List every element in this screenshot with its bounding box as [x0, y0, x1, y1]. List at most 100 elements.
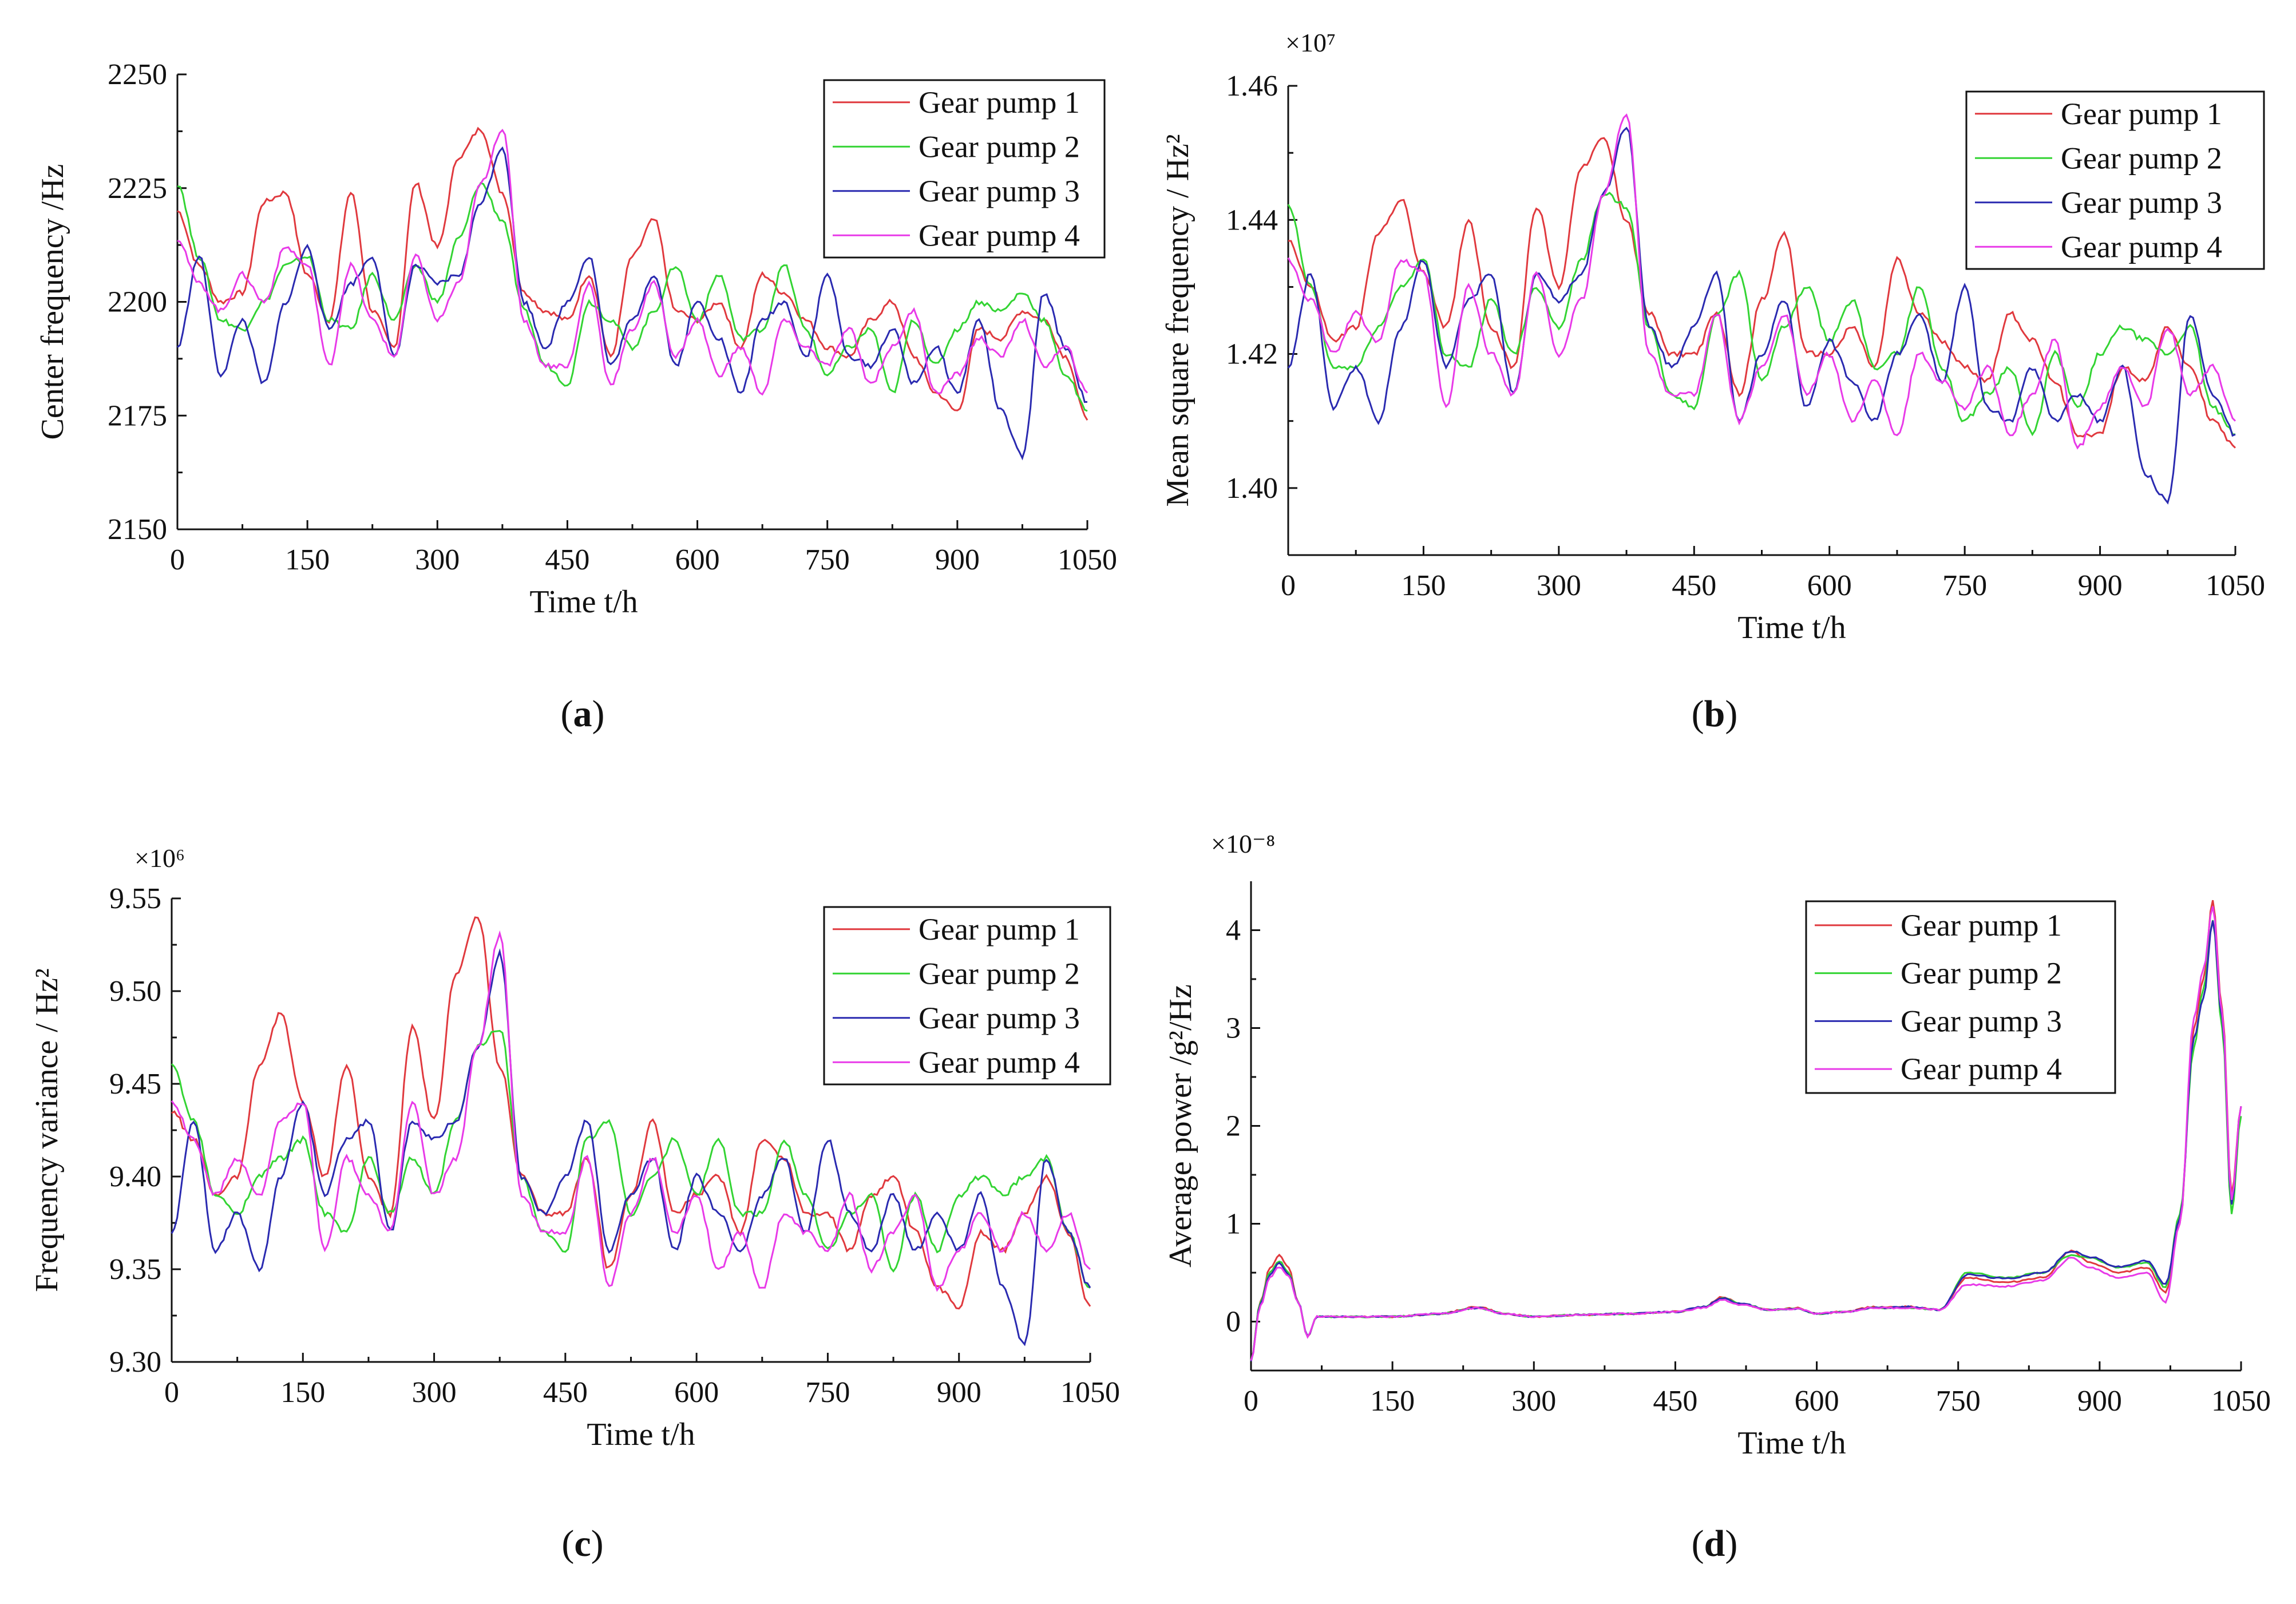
y-tick-label: 1.44 — [1226, 204, 1278, 236]
x-tick-label: 1050 — [1060, 1376, 1120, 1409]
y-tick-label: 9.30 — [109, 1346, 161, 1379]
legend-label: Gear pump 1 — [919, 85, 1080, 120]
x-axis-label: Time t/h — [587, 1417, 695, 1452]
series-line-gear-pump-4 — [1250, 906, 2242, 1361]
x-tick-label: 900 — [937, 1376, 981, 1409]
legend-label: Gear pump 3 — [2061, 185, 2222, 220]
x-tick-label: 750 — [1936, 1385, 1981, 1417]
legend-label: Gear pump 1 — [919, 912, 1080, 946]
chart-d: 0 150 300 450 600 750 900 1050 0 1 2 3 4 Time t/h Aver… — [1163, 829, 2271, 1461]
x-tick-label: 300 — [415, 544, 460, 576]
y-tick-label: 9.40 — [109, 1161, 161, 1193]
x-axis-label: Time t/h — [1737, 610, 1846, 645]
y-tick-label: 3 — [1226, 1012, 1241, 1045]
axis-multiplier: ×10⁻⁸ — [1211, 829, 1275, 858]
y-tick-label: 4 — [1226, 914, 1241, 947]
x-tick-label: 0 — [170, 544, 185, 576]
x-tick-label: 600 — [1795, 1385, 1839, 1417]
series-line-gear-pump-1 — [1288, 137, 2236, 449]
x-tick-label: 1050 — [1058, 544, 1117, 576]
series-line-gear-pump-3 — [177, 146, 1088, 461]
legend-label: Gear pump 4 — [2061, 229, 2222, 264]
x-tick-label: 300 — [1537, 569, 1581, 602]
x-tick-label: 0 — [1244, 1385, 1258, 1417]
y-tick-label: 9.35 — [109, 1253, 161, 1286]
y-tick-label: 2225 — [108, 172, 167, 205]
x-tick-label: 0 — [164, 1376, 179, 1409]
legend-label: Gear pump 2 — [1901, 956, 2062, 991]
caption-d: (d) — [1691, 1523, 1738, 1565]
x-tick-label: 150 — [285, 544, 330, 576]
chart-panel-c: 0 150 300 450 600 750 900 1050 9.30 9.35 9.40 9.45 9… — [0, 801, 1148, 1601]
y-tick-label: 2 — [1226, 1110, 1241, 1143]
series-line-gear-pump-4 — [1287, 113, 2236, 450]
x-tick-label: 750 — [805, 1376, 850, 1409]
caption-c: (c) — [561, 1523, 604, 1565]
y-tick-label: 2200 — [108, 286, 167, 319]
chart-panel-b: 0 150 300 450 600 750 900 1050 1.40 1.42 1.44 1.46 T… — [1148, 0, 2296, 801]
y-tick-label: 1 — [1226, 1208, 1241, 1241]
x-tick-label: 900 — [2077, 1385, 2122, 1417]
series-group — [171, 916, 1091, 1346]
legend-label: Gear pump 1 — [2061, 97, 2222, 131]
x-tick-label: 150 — [1401, 569, 1446, 602]
caption-a: (a) — [560, 693, 605, 735]
y-tick-label: 9.50 — [109, 975, 161, 1008]
series-line-gear-pump-1 — [177, 126, 1088, 421]
y-tick-label: 2250 — [108, 58, 167, 91]
legend-label: Gear pump 4 — [1901, 1052, 2062, 1086]
y-axis-label: Center frequency /Hz — [35, 164, 70, 440]
y-tick-label: 2175 — [108, 399, 167, 432]
legend-label: Gear pump 3 — [919, 174, 1080, 208]
chart-panel-d: 0 150 300 450 600 750 900 1050 0 1 2 3 4 Time t/h Aver… — [1148, 801, 2296, 1601]
x-tick-label: 0 — [1281, 569, 1296, 602]
y-tick-label: 1.46 — [1226, 70, 1278, 102]
x-tick-label: 450 — [543, 1376, 588, 1409]
series-line-gear-pump-3 — [1287, 126, 2236, 505]
y-tick-label: 9.45 — [109, 1068, 161, 1100]
y-tick-label: 2150 — [108, 513, 167, 546]
legend-box — [823, 79, 1106, 259]
x-tick-label: 1050 — [2211, 1385, 2271, 1417]
series-line-gear-pump-4 — [171, 930, 1091, 1292]
y-tick-label: 9.55 — [109, 882, 161, 915]
x-tick-label: 450 — [545, 544, 589, 576]
y-axis-label: Mean square frequency / Hz² — [1160, 134, 1195, 506]
chart-c: 0 150 300 450 600 750 900 1050 9.30 9.35 9.40 9.45 9… — [29, 843, 1120, 1452]
series-line-gear-pump-4 — [177, 128, 1088, 396]
legend-box — [823, 906, 1111, 1086]
x-tick-label: 300 — [1511, 1385, 1556, 1417]
series-line-gear-pump-3 — [171, 948, 1091, 1346]
x-tick-label: 1050 — [2206, 569, 2265, 602]
legend-label: Gear pump 4 — [919, 1045, 1080, 1079]
series-line-gear-pump-2 — [1287, 192, 2236, 437]
legend-label: Gear pump 2 — [919, 129, 1080, 164]
y-axis-label: Frequency variance / Hz² — [29, 968, 65, 1292]
x-tick-label: 600 — [1807, 569, 1852, 602]
legend-label: Gear pump 3 — [1901, 1004, 2062, 1038]
legend-label: Gear pump 1 — [1901, 908, 2062, 942]
x-tick-label: 300 — [412, 1376, 457, 1409]
y-tick-label: 0 — [1226, 1306, 1241, 1338]
legend-label: Gear pump 4 — [919, 218, 1080, 252]
x-tick-label: 450 — [1653, 1385, 1697, 1417]
legend-label: Gear pump 2 — [919, 956, 1080, 991]
x-tick-label: 150 — [280, 1376, 325, 1409]
x-tick-label: 750 — [1942, 569, 1987, 602]
y-axis-label: Average power /g²/Hz — [1163, 984, 1198, 1268]
x-tick-label: 900 — [935, 544, 980, 576]
x-tick-label: 150 — [1370, 1385, 1415, 1417]
legend-label: Gear pump 2 — [2061, 141, 2222, 175]
legend-box — [1805, 900, 2116, 1094]
series-group — [1250, 900, 2242, 1362]
chart-b: 0 150 300 450 600 750 900 1050 1.40 1.42 1.44 1.46 T… — [1160, 28, 2265, 645]
caption-b: (b) — [1691, 693, 1738, 735]
x-tick-label: 450 — [1672, 569, 1716, 602]
y-tick-label: 1.40 — [1226, 472, 1278, 505]
x-tick-label: 600 — [674, 1376, 719, 1409]
axis-multiplier: ×10⁷ — [1285, 28, 1336, 57]
chart-panel-a: 0 150 300 450 600 750 900 1050 2150 2175 2200 2225 2… — [0, 0, 1148, 801]
series-line-gear-pump-2 — [177, 181, 1088, 412]
x-tick-label: 600 — [675, 544, 720, 576]
legend-box — [1965, 90, 2265, 270]
